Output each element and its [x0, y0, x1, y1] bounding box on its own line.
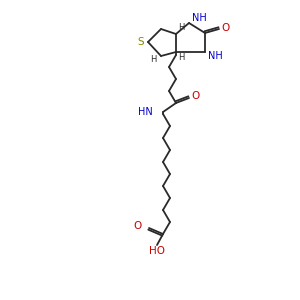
- Text: H: H: [178, 53, 184, 62]
- Text: HO: HO: [149, 246, 165, 256]
- Text: H: H: [178, 23, 184, 32]
- Text: H: H: [150, 56, 156, 64]
- Text: O: O: [134, 221, 142, 231]
- Text: S: S: [138, 37, 144, 47]
- Text: NH: NH: [208, 51, 223, 61]
- Text: O: O: [222, 23, 230, 33]
- Text: O: O: [192, 91, 200, 101]
- Text: NH: NH: [192, 13, 207, 23]
- Text: HN: HN: [138, 107, 153, 117]
